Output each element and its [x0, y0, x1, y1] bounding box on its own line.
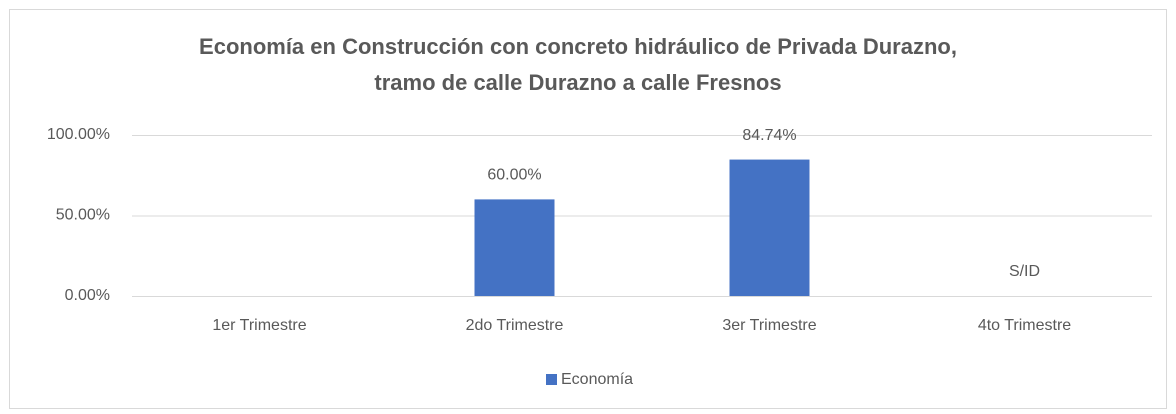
legend-swatch	[546, 374, 557, 385]
y-tick-label: 100.00%	[47, 126, 110, 143]
data-label: S/ID	[1009, 263, 1040, 280]
x-tick-label: 1er Trimestre	[212, 317, 306, 334]
chart-title: Economía en Construcción con concreto hi…	[199, 34, 957, 59]
x-tick-label: 3er Trimestre	[722, 317, 816, 334]
legend-label: Economía	[561, 371, 633, 388]
chart-border	[9, 9, 1167, 409]
chart-title: tramo de calle Durazno a calle Fresnos	[374, 70, 781, 95]
bar	[729, 159, 810, 296]
x-tick-label: 4to Trimestre	[978, 317, 1071, 334]
y-tick-label: 0.00%	[65, 287, 110, 304]
bar	[474, 199, 555, 296]
y-tick-label: 50.00%	[56, 207, 110, 224]
data-label: 60.00%	[487, 167, 541, 184]
x-tick-label: 2do Trimestre	[466, 317, 564, 334]
data-label: 84.74%	[742, 127, 796, 144]
